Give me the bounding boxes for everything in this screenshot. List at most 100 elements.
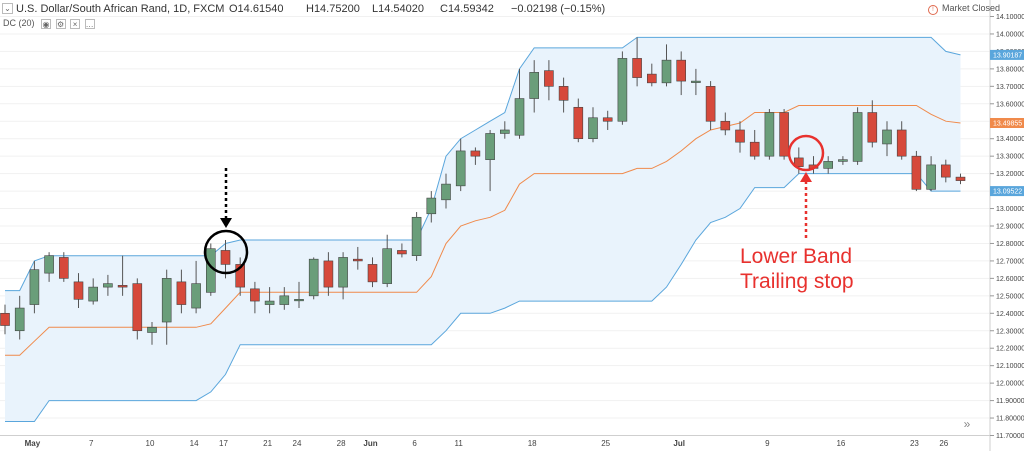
candle-body bbox=[896, 129, 907, 157]
double-chevron-right-icon: » bbox=[963, 417, 971, 431]
price-axis-background bbox=[991, 0, 1024, 451]
price-tick-label: 13.80000 bbox=[996, 66, 1024, 73]
candle-body bbox=[867, 112, 878, 143]
candle-body bbox=[470, 150, 481, 157]
candlestick bbox=[235, 257, 245, 296]
price-tag bbox=[990, 186, 1024, 197]
time-tick-label: 25 bbox=[601, 439, 610, 448]
candle-body bbox=[602, 117, 613, 122]
candlestick bbox=[279, 287, 290, 310]
candlestick bbox=[0, 304, 10, 335]
indicator-legend[interactable]: DC (20) ◉ ⚙ × … bbox=[3, 18, 95, 29]
candle-body bbox=[852, 112, 863, 162]
price-tick-label: 12.70000 bbox=[996, 258, 1024, 265]
price-tick-label: 12.60000 bbox=[996, 276, 1024, 283]
price-tick-label: 13.70000 bbox=[996, 84, 1024, 91]
candle-body bbox=[176, 281, 187, 305]
candle-body bbox=[338, 257, 348, 288]
time-tick-label: 10 bbox=[146, 439, 155, 448]
candle-body bbox=[558, 86, 569, 101]
time-tick-label: 24 bbox=[293, 439, 302, 448]
candle-body bbox=[676, 59, 687, 82]
lower-band-line bbox=[5, 173, 961, 422]
candlestick bbox=[485, 129, 495, 192]
candlestick bbox=[896, 121, 907, 160]
candle-body bbox=[58, 257, 69, 279]
scroll-right-button[interactable]: » bbox=[957, 416, 977, 432]
candle-body bbox=[735, 129, 745, 143]
candlestick bbox=[926, 156, 936, 192]
ohlc-change: −0.02198 (−0.15%) bbox=[511, 3, 606, 15]
candlestick bbox=[161, 269, 172, 345]
price-tick-label: 12.10000 bbox=[996, 363, 1024, 370]
time-tick-label: 6 bbox=[412, 439, 417, 448]
candlestick bbox=[294, 281, 304, 309]
candlestick bbox=[764, 109, 775, 160]
candlestick bbox=[176, 269, 187, 314]
time-tick-label: 23 bbox=[910, 439, 919, 448]
price-tick-label: 12.40000 bbox=[996, 311, 1024, 318]
price-tag bbox=[990, 49, 1024, 60]
time-tick-label: 7 bbox=[89, 439, 94, 448]
candlestick bbox=[588, 107, 598, 143]
time-tick-label: 14 bbox=[190, 439, 199, 448]
price-tick-label: 11.80000 bbox=[996, 416, 1024, 423]
candle-body bbox=[940, 164, 951, 178]
candle-body bbox=[617, 58, 628, 122]
price-tick-label: 14.10000 bbox=[996, 14, 1024, 21]
chevron-down-icon[interactable]: ⌄ bbox=[2, 3, 13, 14]
candlestick bbox=[940, 159, 951, 183]
candle-body bbox=[308, 258, 319, 297]
candlestick bbox=[367, 257, 378, 288]
candle-body bbox=[749, 141, 760, 157]
upper-band-line bbox=[5, 36, 961, 292]
close-icon[interactable]: × bbox=[70, 19, 81, 29]
candle-body bbox=[926, 164, 936, 190]
candlestick bbox=[691, 68, 701, 96]
candle-body bbox=[529, 72, 540, 99]
candlesticks bbox=[0, 37, 966, 345]
price-tick-label: 12.80000 bbox=[996, 241, 1024, 248]
candlestick bbox=[88, 278, 98, 305]
market-status-label: Market Closed bbox=[942, 3, 1001, 13]
candle-body bbox=[191, 283, 201, 309]
donchian-band-fill bbox=[5, 37, 961, 422]
candle-body bbox=[117, 285, 128, 288]
price-tick-label: 11.70000 bbox=[996, 433, 1024, 440]
ohlc-low: L14.54020 bbox=[372, 3, 424, 15]
candlestick bbox=[264, 287, 275, 314]
candlestick bbox=[867, 100, 878, 148]
ohlc-close: C14.59342 bbox=[440, 3, 494, 15]
price-axis: 11.70000 11.80000 11.90000 12.00000 12.10000… bbox=[990, 0, 1024, 451]
price-tick-label: 12.00000 bbox=[996, 381, 1024, 388]
symbol-title[interactable]: U.S. Dollar/South African Rand, 1D, FXCM bbox=[16, 3, 225, 15]
candle-body bbox=[161, 278, 172, 323]
candlestick bbox=[779, 109, 789, 160]
settings-icon[interactable]: ⚙ bbox=[55, 19, 66, 29]
candle-body bbox=[382, 248, 393, 284]
more-icon[interactable]: … bbox=[84, 19, 95, 29]
candlestick bbox=[749, 129, 760, 160]
price-tick-label: 14.00000 bbox=[996, 31, 1024, 38]
candlestick bbox=[147, 322, 157, 345]
candlestick bbox=[676, 51, 687, 96]
indicator-label[interactable]: DC (20) bbox=[3, 18, 35, 28]
price-tick-label: 12.20000 bbox=[996, 346, 1024, 353]
trailing-stop-circle-marker bbox=[787, 134, 825, 172]
candlestick bbox=[44, 252, 54, 282]
price-tick-label: 13.30000 bbox=[996, 154, 1024, 161]
annotation-markers bbox=[203, 134, 825, 275]
candle-body bbox=[397, 250, 407, 255]
candle-body bbox=[411, 216, 422, 256]
ohlc-open: O14.61540 bbox=[229, 3, 284, 15]
candle-body bbox=[514, 98, 525, 136]
eye-icon[interactable]: ◉ bbox=[41, 19, 52, 29]
chart-header: ⌄ U.S. Dollar/South African Rand, 1D, FX… bbox=[0, 0, 990, 16]
candlestick bbox=[58, 252, 69, 282]
candle-body bbox=[911, 155, 922, 190]
candle-body bbox=[29, 269, 40, 305]
candle-body bbox=[779, 112, 789, 157]
candle-body bbox=[294, 299, 304, 302]
candle-body bbox=[573, 106, 584, 140]
